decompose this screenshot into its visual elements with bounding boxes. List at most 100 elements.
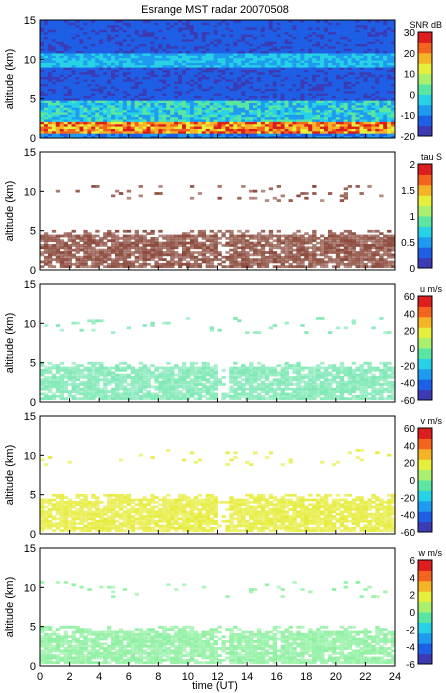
heatmap-cell [280,265,285,269]
heatmap-cell [107,22,112,26]
heatmap-cell [237,38,242,42]
heatmap-cell [154,64,159,68]
heatmap-cell [178,128,183,132]
heatmap-cell [292,107,297,111]
heatmap-cell [63,100,69,103]
heatmap-cell [201,62,207,66]
heatmap-cell [71,102,76,106]
heatmap-cell [320,45,325,49]
heatmap-cell [75,126,80,129]
heatmap-cell [75,112,80,115]
heatmap-cell [170,126,175,129]
heatmap-cell [304,62,309,66]
heatmap-cell [359,253,364,257]
heatmap-cell [331,109,337,113]
colorbar-segment [418,42,432,54]
heatmap-cell [351,97,356,101]
heatmap-cell [130,126,136,129]
heatmap-cell [43,107,49,111]
heatmap-cell [253,116,258,120]
heatmap-cell [91,79,96,82]
heatmap-cell [359,86,364,89]
heatmap-cell [284,86,289,89]
heatmap-cell [174,260,179,264]
heatmap-cell [312,133,317,137]
heatmap-cell [347,43,353,47]
heatmap-cell [237,57,242,61]
heatmap-cell [217,45,222,49]
heatmap-cell [134,130,140,134]
heatmap-cell [229,114,234,118]
heatmap-cell [304,76,309,80]
heatmap-cell [363,67,368,70]
heatmap-cell [351,22,356,26]
heatmap-cell [268,43,274,47]
heatmap-cell [256,109,262,113]
heatmap-cell [241,36,246,40]
heatmap-cell [71,41,76,44]
heatmap-cell [95,53,100,56]
heatmap-cell [351,133,356,137]
heatmap-cell [154,55,159,59]
heatmap-cell [320,104,325,108]
heatmap-cell [67,34,72,37]
heatmap-cell [237,123,242,127]
heatmap-cell [40,104,45,108]
heatmap-cell [126,69,132,73]
heatmap-cell [47,31,53,35]
heatmap-cell [146,93,151,96]
heatmap-cell [375,100,380,103]
heatmap-cell [99,100,104,103]
heatmap-cell [375,83,380,87]
heatmap-cell [51,71,57,75]
heatmap-cell [359,41,364,44]
heatmap-cell [103,253,108,257]
heatmap-cell [347,265,353,269]
heatmap-cell [237,27,242,30]
heatmap-cell [134,97,140,101]
heatmap-cell [166,27,171,30]
heatmap-cell [174,76,179,80]
heatmap-cell [71,114,76,118]
heatmap-cell [43,24,49,28]
heatmap-cell [229,258,234,261]
heatmap-cell [189,255,195,259]
heatmap-cell [146,38,151,42]
heatmap-cell [103,116,108,120]
heatmap-cell [47,38,53,42]
heatmap-cell [51,57,57,61]
heatmap-cell [387,102,392,106]
heatmap-cell [114,38,120,42]
heatmap-cell [383,53,388,56]
heatmap-cell [185,20,191,23]
heatmap-cell [134,57,140,61]
heatmap-cell [170,62,175,66]
heatmap-cell [363,123,368,127]
heatmap-cell [296,83,301,87]
heatmap-cell [355,260,360,264]
heatmap-cell [138,88,143,92]
heatmap-cell [260,62,266,66]
heatmap-cell [343,29,349,33]
heatmap-cell [327,41,333,44]
heatmap-cell [260,81,266,85]
heatmap-cell [201,97,207,101]
y-tick-label: 10 [24,54,36,66]
heatmap-cell [170,104,175,108]
heatmap-cell [343,107,349,111]
heatmap-cell [312,31,317,35]
heatmap-cell [312,55,317,59]
heatmap-cell [241,31,246,35]
heatmap-cell [387,76,392,80]
heatmap-cell [383,34,388,37]
heatmap-cell [162,130,167,134]
heatmap-cell [284,114,289,118]
heatmap-cell [71,112,76,115]
heatmap-cell [118,29,124,33]
heatmap-cell [296,102,301,106]
heatmap-cell [304,81,309,85]
heatmap-cell [387,114,392,118]
heatmap-cell [158,102,163,106]
heatmap-cell [272,114,278,118]
heatmap-cell [158,121,163,125]
